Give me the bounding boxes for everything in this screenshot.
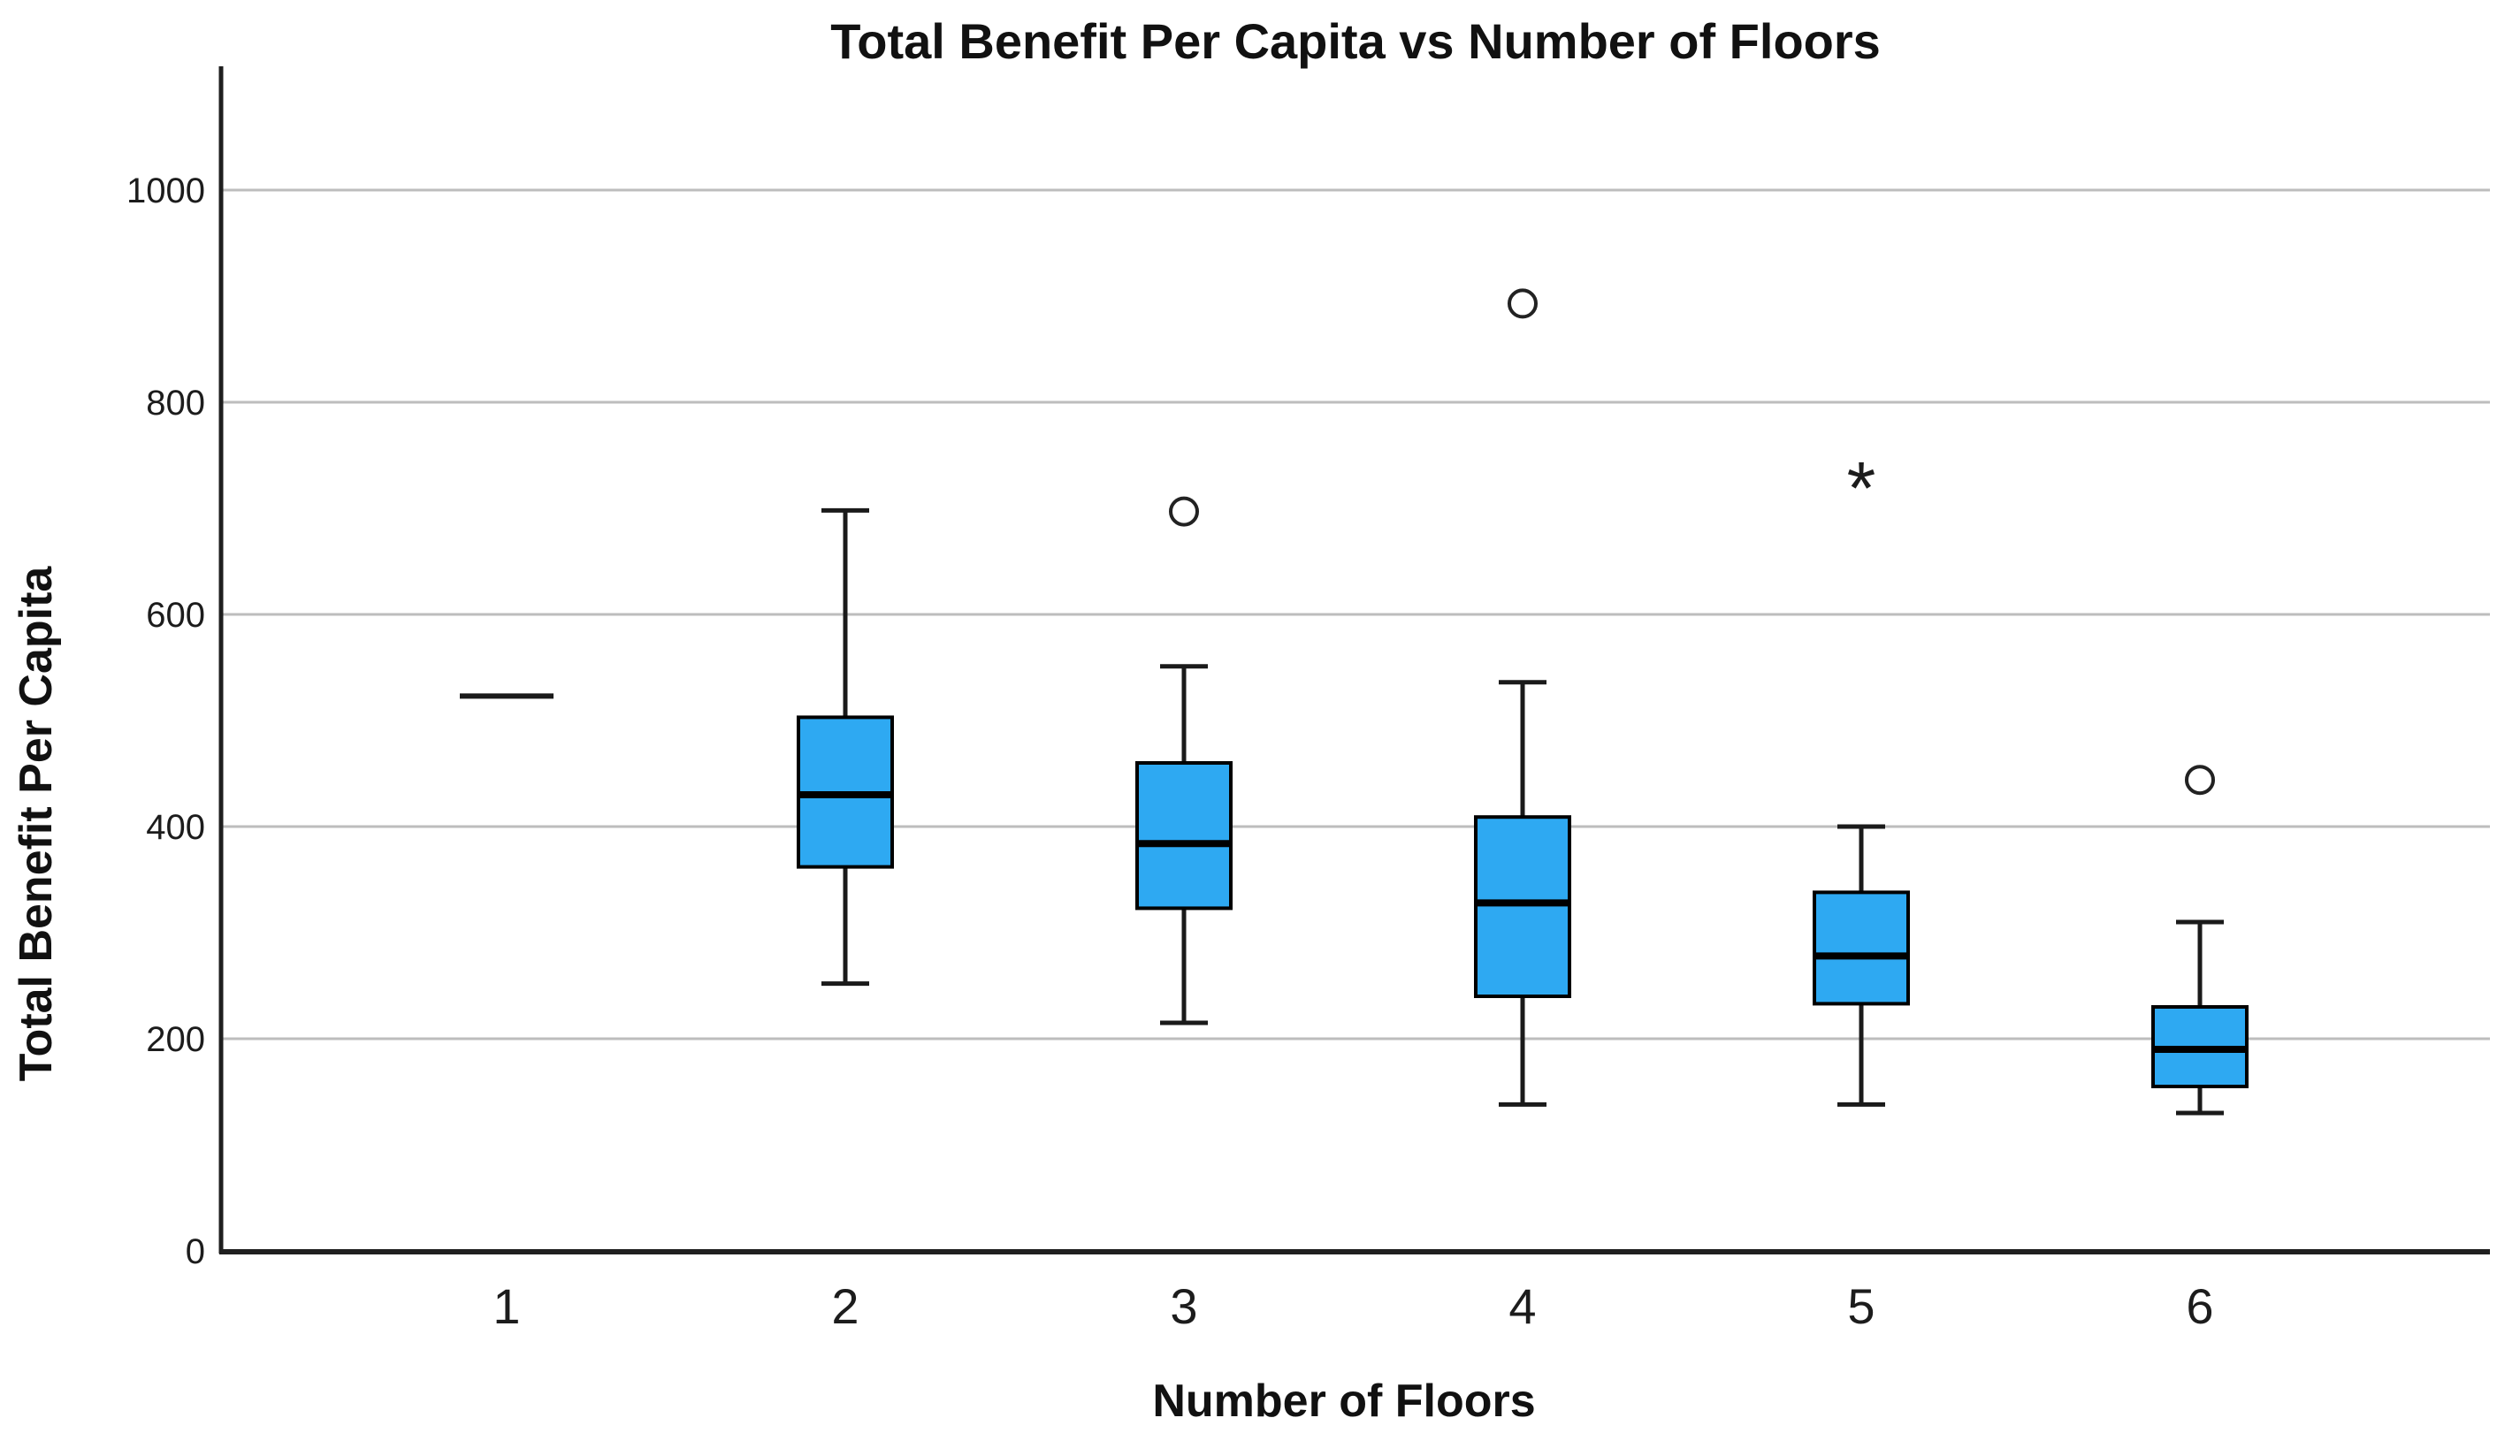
outlier-circle-floor-6 [2185, 765, 2215, 796]
y-tick-label-800: 800 [146, 384, 205, 423]
y-axis-title: Total Benefit Per Capita [11, 566, 62, 1082]
y-tick-label-600: 600 [146, 596, 205, 635]
axes-layer [218, 66, 2490, 1254]
y-tick-label-1000: 1000 [126, 172, 205, 210]
x-tick-label-5: 5 [1847, 1278, 1875, 1334]
outlier-circle-floor-3 [1169, 496, 1199, 527]
x-tick-label-2: 2 [831, 1278, 859, 1334]
x-axis-title: Number of Floors [1152, 1376, 1535, 1427]
y-tick-label-0: 0 [186, 1232, 205, 1271]
gridlines-layer [221, 188, 2490, 1041]
x-tick-label-1: 1 [493, 1278, 520, 1334]
chart-title: Total Benefit Per Capita vs Number of Fl… [830, 13, 1881, 69]
iqr-box-floor-3 [1135, 761, 1233, 911]
boxes-layer: * [460, 288, 2249, 1116]
tick-labels-layer: 0 200 400 600 800 1000 1 2 3 4 5 6 [126, 172, 2214, 1334]
x-tick-label-4: 4 [1508, 1278, 1536, 1334]
box-group-floor-5: * [1813, 446, 1910, 1107]
outlier-circle-floor-4 [1508, 288, 1538, 319]
box-group-floor-6 [2151, 765, 2249, 1116]
x-tick-label-6: 6 [2186, 1278, 2213, 1334]
y-tick-label-400: 400 [146, 808, 205, 847]
iqr-box-floor-5 [1813, 890, 1910, 1006]
extreme-outlier-asterisk-floor-5: * [1847, 446, 1876, 530]
box-group-floor-4 [1474, 288, 1571, 1107]
y-tick-label-200: 200 [146, 1020, 205, 1059]
box-group-floor-2 [797, 507, 894, 987]
iqr-box-floor-4 [1474, 815, 1571, 999]
x-tick-label-3: 3 [1170, 1278, 1197, 1334]
box-group-floor-3 [1135, 496, 1233, 1025]
